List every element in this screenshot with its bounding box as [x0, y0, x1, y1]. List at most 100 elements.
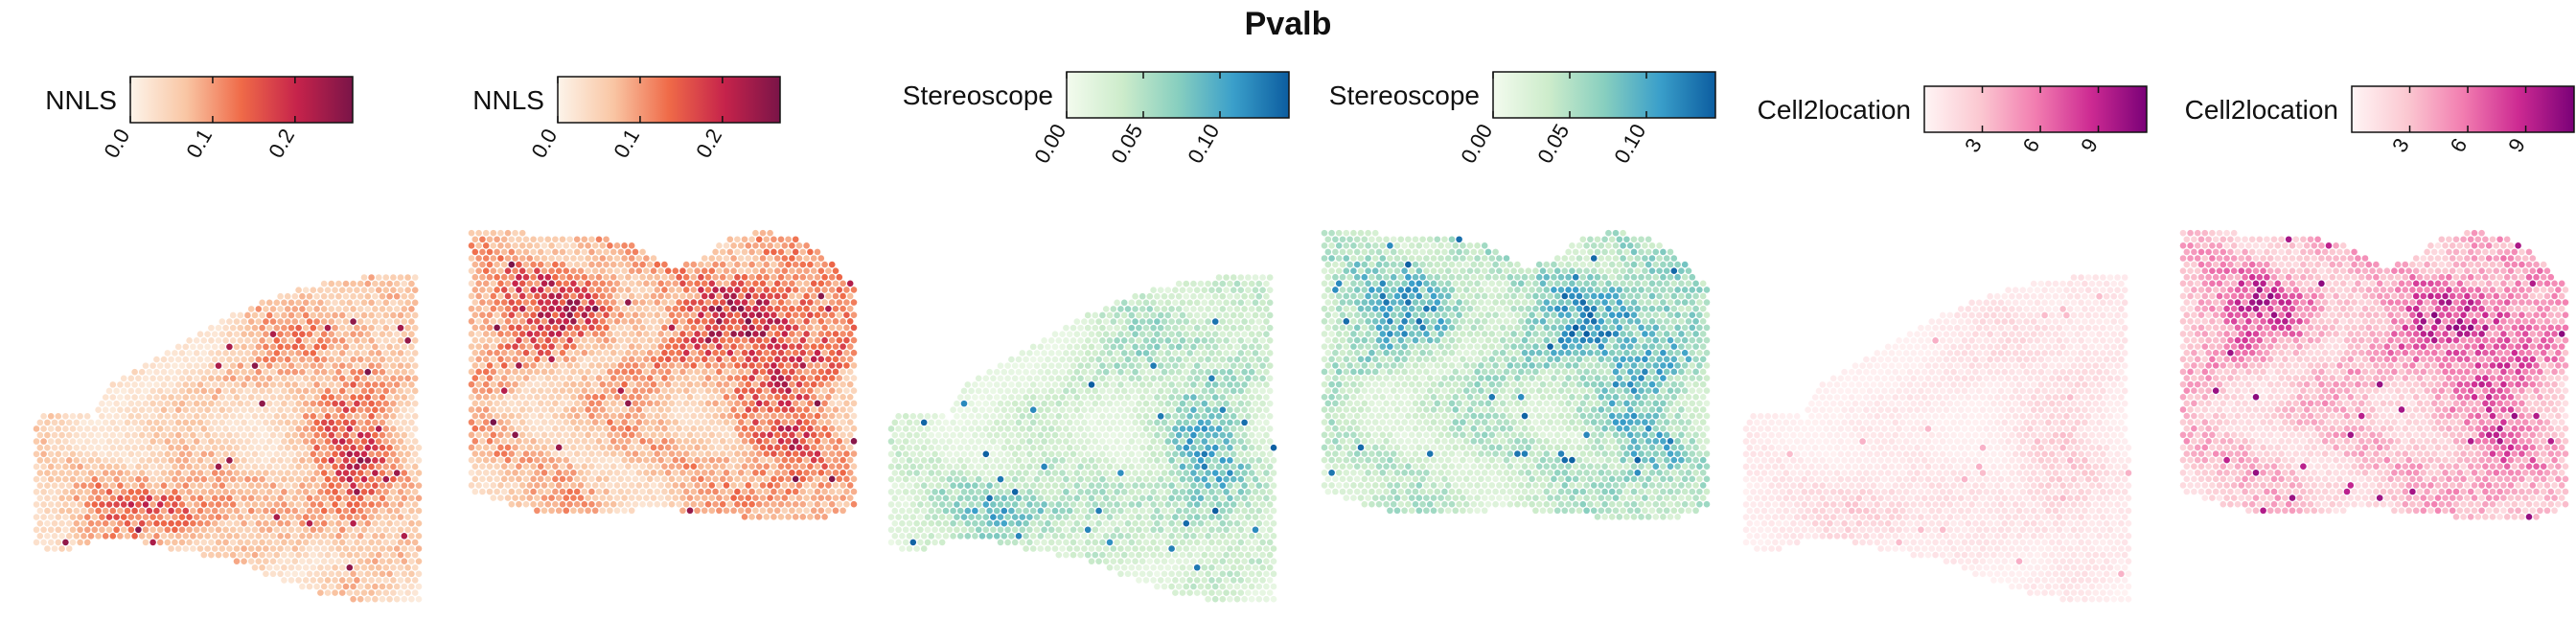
spot [306, 292, 313, 300]
spot [291, 306, 299, 312]
spot [379, 292, 386, 300]
spot [346, 287, 354, 293]
spot [375, 274, 382, 281]
spot [244, 337, 251, 344]
spot [265, 311, 273, 319]
spot [379, 318, 386, 325]
spot [320, 318, 328, 325]
spot [401, 318, 408, 325]
spot [215, 324, 222, 332]
spot [284, 331, 291, 338]
spot [281, 299, 288, 307]
spot [281, 337, 288, 344]
spot [368, 311, 375, 319]
spot [186, 337, 193, 344]
spot [317, 324, 324, 332]
spot [397, 311, 404, 319]
spot [368, 287, 375, 293]
spot [244, 311, 251, 319]
spot [269, 306, 277, 312]
spot [379, 331, 386, 338]
spot [360, 311, 368, 319]
spot [386, 318, 393, 325]
spot [284, 292, 291, 300]
spot [346, 299, 354, 307]
spot [372, 318, 379, 325]
spot [291, 331, 299, 338]
spot [386, 280, 393, 288]
spot [284, 306, 291, 312]
spot [401, 280, 408, 288]
spot [277, 318, 284, 325]
spot [244, 324, 251, 332]
spot [338, 299, 346, 307]
spot [364, 331, 372, 338]
spot [295, 311, 302, 319]
spot [269, 318, 277, 325]
spot [208, 337, 215, 344]
spot [382, 299, 390, 307]
spot [320, 331, 328, 338]
spot [226, 318, 233, 325]
spot [397, 299, 404, 307]
spot [255, 306, 263, 312]
spot [390, 299, 397, 307]
spot [229, 311, 237, 319]
spot [375, 311, 382, 319]
spot [273, 311, 281, 319]
spot [317, 299, 324, 307]
spot [375, 287, 382, 293]
spot [313, 318, 320, 325]
spot [302, 299, 310, 307]
spot [204, 331, 211, 338]
spot [310, 324, 317, 332]
spot [247, 318, 255, 325]
spot [317, 337, 324, 344]
spot [404, 274, 411, 281]
spot [299, 306, 306, 312]
spot [397, 287, 404, 293]
spot [310, 337, 317, 344]
spot [299, 331, 306, 338]
spot [208, 324, 215, 332]
spot [237, 337, 244, 344]
spot [411, 311, 419, 319]
spot [328, 280, 335, 288]
spot [263, 331, 269, 338]
spot [211, 331, 218, 338]
spot [237, 311, 244, 319]
spot [273, 337, 281, 344]
spot [360, 324, 368, 332]
spot [393, 331, 401, 338]
spot [368, 274, 375, 281]
spot [313, 306, 320, 312]
spot [397, 274, 404, 281]
spot [288, 311, 295, 319]
spot [320, 280, 328, 288]
spot [324, 337, 332, 344]
spot [277, 331, 284, 338]
spot [255, 318, 263, 325]
spot [404, 299, 411, 307]
spot [324, 287, 332, 293]
spot [386, 306, 393, 312]
spot-map [33, 274, 423, 603]
spot [390, 324, 397, 332]
spot [350, 306, 356, 312]
spot [281, 311, 288, 319]
spot [328, 306, 335, 312]
spot [360, 299, 368, 307]
spot [291, 292, 299, 300]
spot [200, 337, 208, 344]
spot [338, 287, 346, 293]
spot [259, 311, 265, 319]
spot [302, 324, 310, 332]
spot [354, 324, 360, 332]
spot [354, 311, 360, 319]
spot [277, 306, 284, 312]
spot [360, 274, 368, 281]
spot [335, 306, 342, 312]
spot [335, 280, 342, 288]
spot [251, 324, 259, 332]
